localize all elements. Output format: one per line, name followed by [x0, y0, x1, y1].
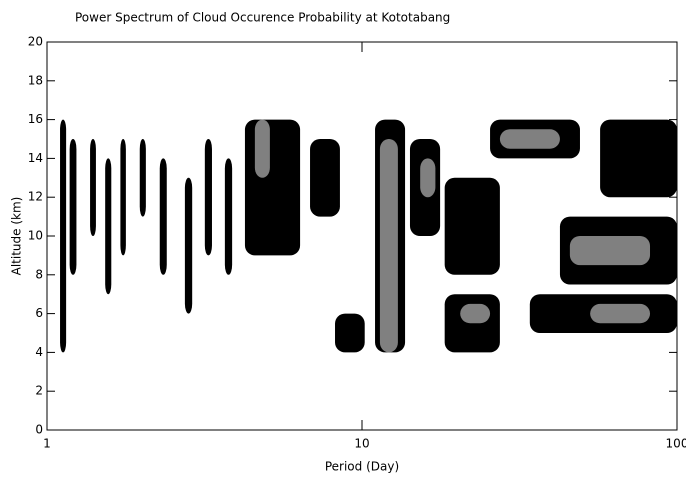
- y-tick-label: 20: [28, 35, 43, 49]
- contour-region: [310, 139, 340, 217]
- contour-region: [600, 119, 677, 198]
- y-tick-label: 16: [28, 112, 43, 126]
- y-tick-label: 8: [35, 267, 43, 281]
- contour-region: [460, 303, 491, 324]
- contour-region: [90, 139, 96, 236]
- chart-title: Power Spectrum of Cloud Occurence Probab…: [75, 11, 450, 25]
- contour-region: [139, 139, 146, 217]
- contour-region: [444, 294, 500, 353]
- contour-region: [254, 119, 270, 178]
- contour-region: [499, 129, 560, 149]
- y-tick-label: 10: [28, 229, 43, 243]
- contour-region: [69, 139, 77, 275]
- contour-region: [204, 139, 212, 256]
- contour-region: [569, 236, 651, 266]
- contour-region: [105, 158, 112, 295]
- contour-region: [184, 177, 193, 314]
- x-tick-label: 100: [666, 437, 686, 451]
- y-tick-label: 0: [35, 423, 43, 437]
- y-tick-label: 2: [35, 384, 43, 398]
- y-tick-label: 18: [28, 73, 43, 87]
- x-tick-label: 10: [354, 437, 369, 451]
- contour-region: [379, 139, 398, 353]
- contour-region: [224, 158, 233, 275]
- y-tick-label: 14: [28, 151, 43, 165]
- y-tick-label: 12: [28, 190, 43, 204]
- contour-region: [120, 139, 126, 256]
- contour-region: [60, 119, 67, 353]
- contour-region: [420, 158, 436, 198]
- y-tick-label: 6: [35, 306, 43, 320]
- contour-region: [244, 119, 301, 256]
- y-tick-label: 4: [35, 345, 43, 359]
- y-axis-label: Altitude (km): [10, 197, 24, 276]
- contour-region: [335, 313, 365, 353]
- x-axis-label: Period (Day): [325, 460, 399, 474]
- contour-region: [590, 303, 651, 324]
- contour-region: [444, 177, 500, 275]
- contour-region: [159, 158, 167, 275]
- x-tick-label: 1: [43, 437, 51, 451]
